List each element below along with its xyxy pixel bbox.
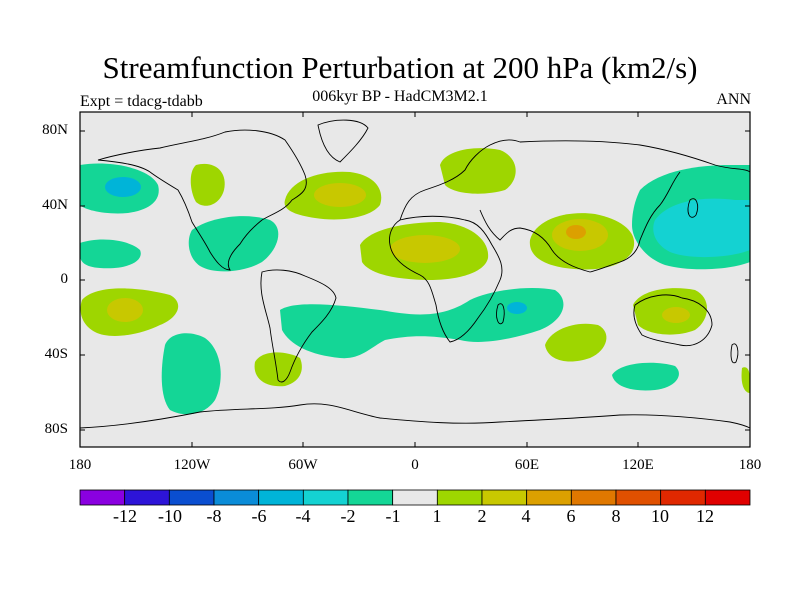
colorbar-swatch: [168, 489, 215, 506]
coast-antarctica: [79, 403, 751, 429]
y-tick-label: 80N: [42, 122, 68, 138]
period-label: ANN: [716, 91, 751, 108]
colorbar-swatch: [526, 489, 572, 506]
anomaly-s-asia-peak: [566, 225, 586, 239]
anomaly-far-east-edge: [741, 367, 750, 393]
coast-south-america: [260, 269, 337, 383]
y-tick-label: 80S: [44, 421, 68, 437]
anomaly-trop-e-pacific: [80, 239, 141, 269]
anomaly-nw-pacific-core: [653, 198, 750, 258]
coast-asia: [479, 140, 751, 273]
colorbar-swatch: [347, 489, 394, 506]
coast-north-america: [97, 129, 307, 271]
tick-marks: [80, 112, 750, 447]
colorbar-label: -1: [385, 506, 401, 526]
colorbar-label: 10: [651, 506, 669, 526]
x-tick-label: 60W: [288, 457, 318, 473]
colorbar-swatch: [704, 489, 751, 506]
colorbar-swatch: [392, 489, 438, 506]
anomaly-s-pacific-core: [107, 298, 143, 322]
anomaly-s-atlantic: [280, 288, 564, 359]
colorbar-swatch: [79, 489, 126, 506]
anomaly-s-pacific-neg: [161, 333, 221, 415]
colorbar-label: -8: [206, 506, 222, 526]
anomaly-australia-core: [662, 307, 690, 323]
x-tick-label: 180: [738, 457, 762, 473]
colorbar-label: 4: [521, 506, 531, 526]
colorbar-swatch: [481, 489, 528, 506]
anomaly-ne-pacific-core: [105, 177, 141, 197]
x-tick-label: 120E: [622, 457, 654, 473]
colorbar-label: 2: [477, 506, 487, 526]
colorbar-label: 6: [566, 506, 576, 526]
anomaly-africa-core: [390, 235, 460, 263]
chart-subtitle: 006kyr BP - HadCM3M2.1: [312, 88, 488, 105]
coast-europe: [399, 139, 521, 221]
anomaly-siberia: [440, 148, 516, 194]
anomaly-s-indian-core: [507, 302, 527, 314]
colorbar-swatch: [436, 489, 483, 506]
coast-africa: [389, 215, 503, 343]
colorbar-swatch: [302, 489, 349, 506]
x-tick-label: 60E: [514, 457, 540, 473]
anomaly-s-america: [254, 352, 302, 387]
anomaly-c-america: [188, 216, 279, 272]
colorbar-label: 12: [696, 506, 714, 526]
y-tick-label: 0: [60, 271, 69, 287]
coastlines: [79, 119, 751, 429]
y-tick-label: 40N: [42, 197, 68, 213]
colorbar-label: -4: [295, 506, 311, 526]
colorbar: [79, 489, 751, 506]
anomaly-n-america: [190, 163, 225, 206]
coast-madagascar: [496, 303, 505, 325]
colorbar-label: -12: [113, 506, 137, 526]
y-tick-label: 40S: [44, 346, 68, 362]
colorbar-label: -2: [340, 506, 356, 526]
coast-greenland: [317, 119, 369, 163]
chart-title: Streamfunction Perturbation at 200 hPa (…: [102, 50, 698, 85]
colorbar-label: -10: [158, 506, 182, 526]
x-tick-label: 0: [411, 457, 419, 473]
coast-japan: [687, 198, 699, 218]
colorbar-label: 8: [611, 506, 621, 526]
colorbar-swatch: [615, 489, 662, 506]
x-tick-label: 180: [68, 457, 92, 473]
colorbar-swatch: [213, 489, 260, 506]
colorbar-swatch: [124, 489, 170, 506]
coast-new-zealand: [730, 343, 739, 364]
colorbar-label: -6: [251, 506, 267, 526]
anomaly-s-australia-neg: [612, 362, 679, 391]
anomaly-s-indian: [545, 323, 607, 362]
colorbar-label: 1: [432, 506, 442, 526]
colorbar-swatch: [570, 489, 617, 506]
coast-australia: [633, 294, 713, 347]
anomaly-n-atlantic-core: [314, 183, 366, 207]
x-tick-label: 120W: [173, 457, 211, 473]
colorbar-swatch: [258, 489, 304, 506]
colorbar-swatch: [660, 489, 706, 506]
experiment-label: Expt = tdacg-tdabb: [80, 93, 203, 110]
